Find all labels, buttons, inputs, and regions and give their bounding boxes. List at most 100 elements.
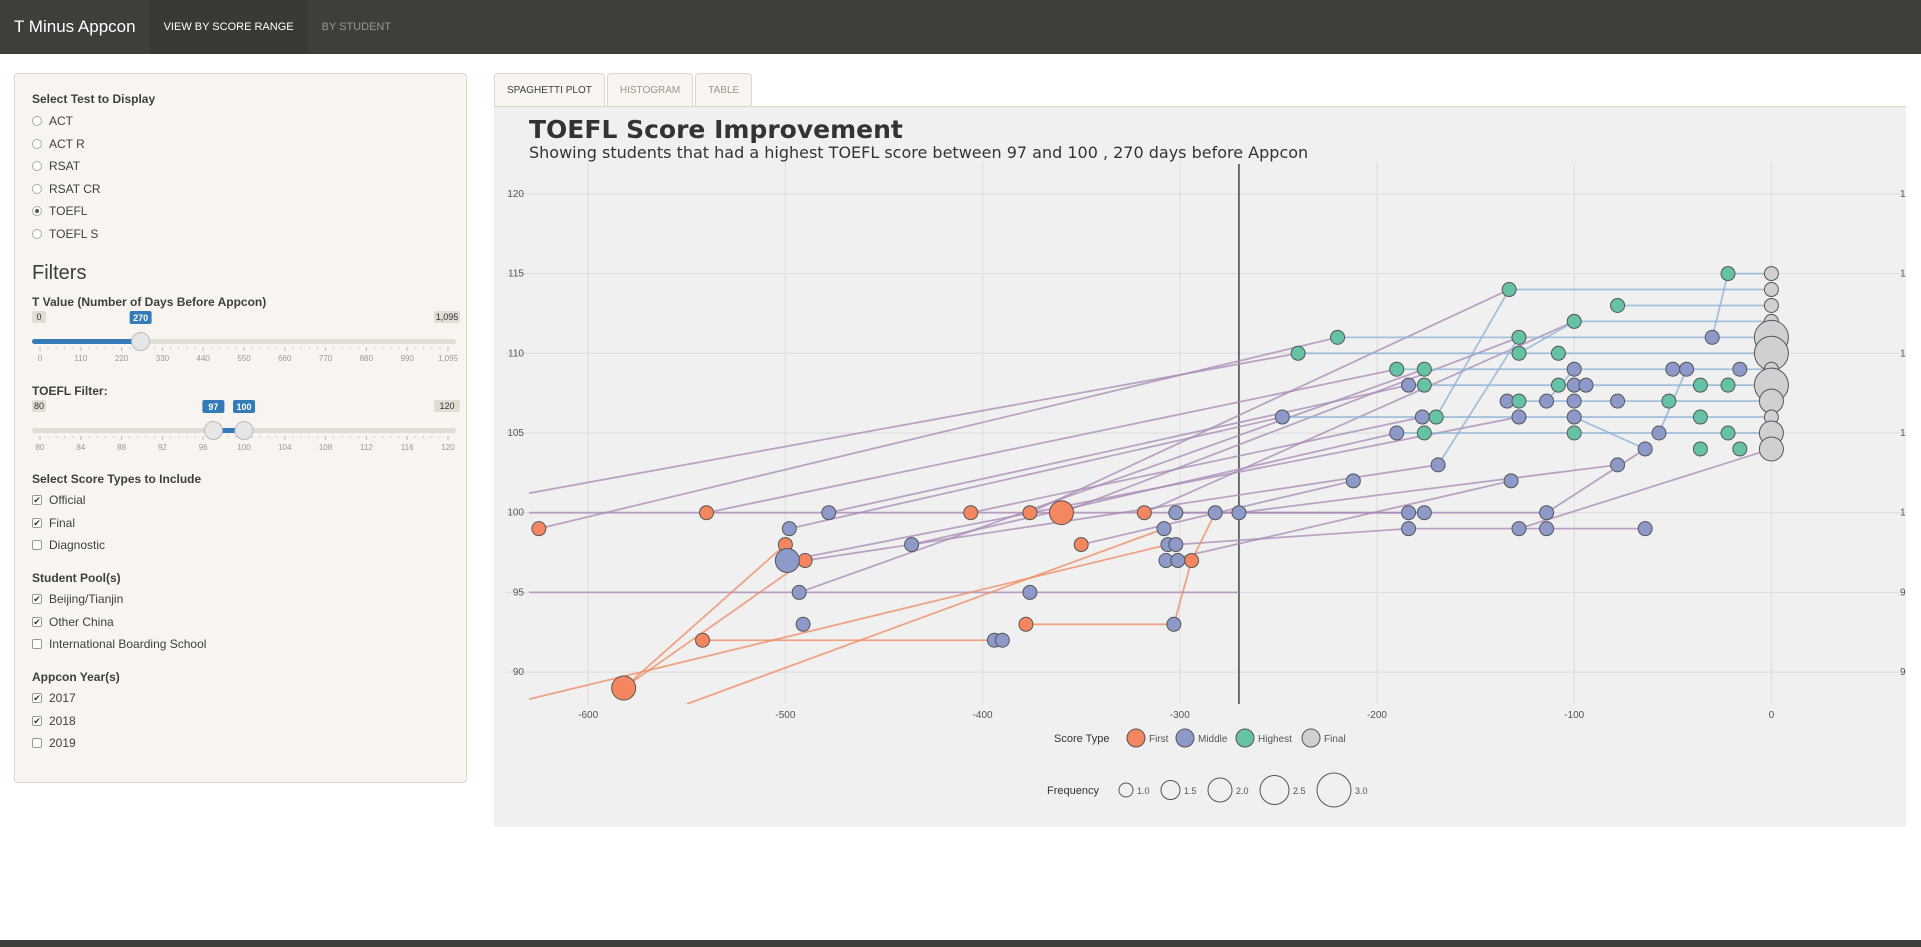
x-tick-label: -100 (1564, 710, 1584, 721)
option-label: TOEFL S (49, 226, 99, 241)
score-point (1758, 436, 1784, 462)
checkbox[interactable]: ✔ (32, 715, 42, 726)
bottom-strip (0, 940, 1921, 947)
radio-button[interactable] (32, 116, 42, 126)
test-option-toefl-s[interactable]: TOEFL S (32, 227, 98, 241)
y-tick-label-right: 110 (1900, 348, 1906, 359)
checkbox[interactable] (32, 540, 42, 550)
score-type-final[interactable]: ✔ Final (32, 516, 75, 530)
radio-button[interactable] (32, 206, 42, 216)
nav-tab-by-student[interactable]: BY STUDENT (321, 21, 392, 33)
slider-handle[interactable] (203, 421, 223, 440)
slider-handle[interactable] (131, 332, 151, 351)
pool-option-1[interactable]: ✔ Other China (32, 615, 114, 629)
score-point (1610, 297, 1626, 313)
score-point (1501, 282, 1517, 298)
score-point (1637, 521, 1653, 537)
option-label: RSAT CR (49, 181, 101, 196)
legend-first-label: First (1149, 734, 1169, 745)
legend-frequency-circle (1160, 780, 1181, 800)
checkbox[interactable] (32, 639, 42, 649)
t-value-slider[interactable]: 0 1,095 0 110 220 330 440 550 660 770 880 990 1,095 2… (15, 309, 468, 364)
radio-button[interactable] (32, 183, 42, 194)
score-point (1661, 393, 1677, 409)
score-point (1184, 553, 1200, 569)
trajectory-line (1437, 336, 1520, 466)
toefl-filter-label: TOEFL Filter: (32, 384, 108, 398)
option-label: TOEFL (49, 204, 88, 218)
score-point (1732, 361, 1748, 377)
trajectory-line (1518, 320, 1575, 355)
radio-button[interactable] (32, 138, 42, 149)
legend-final-label: Final (1324, 734, 1346, 745)
score-point (695, 632, 711, 648)
nav-tab-score-range[interactable]: VIEW BY SCORE RANGE (149, 0, 308, 54)
year-option-2018[interactable]: ✔ 2018 (32, 714, 76, 728)
pool-option-0[interactable]: ✔ Beijing/Tianjin (32, 592, 123, 606)
score-point (1414, 409, 1430, 425)
test-option-act[interactable]: ACT (32, 114, 73, 128)
score-point (1637, 441, 1653, 457)
score-point (1566, 425, 1582, 441)
year-option-2019[interactable]: 2019 (32, 736, 76, 750)
x-tick-label: -500 (775, 710, 795, 721)
score-point (791, 584, 807, 600)
chart-title: TOEFL Score Improvement (529, 115, 903, 144)
score-type-official[interactable]: ✔ Official (32, 493, 85, 507)
score-point (1274, 409, 1290, 425)
t-value-label: T Value (Number of Days Before Appcon) (32, 295, 267, 309)
score-point (1345, 473, 1361, 489)
score-point (1692, 441, 1708, 457)
test-option-toefl[interactable]: TOEFL (32, 204, 87, 218)
checkbox[interactable]: ✔ (32, 616, 42, 627)
slider-max-badge (434, 400, 460, 412)
score-point (1511, 409, 1527, 425)
app-brand[interactable]: T Minus Appcon (14, 17, 136, 36)
slider-fill (32, 339, 141, 344)
checkbox[interactable]: ✔ (32, 693, 42, 703)
trajectory-line (789, 416, 1283, 530)
trajectory-line (1435, 289, 1510, 418)
student-pools-label: Student Pool(s) (32, 571, 121, 585)
toefl-range-slider[interactable]: 80 120 80 84 88 92 96 100 104 108 112 116 120 97 100 (15, 398, 468, 453)
tab-table[interactable]: TABLE (695, 73, 753, 107)
y-tick-label-left: 115 (508, 269, 524, 280)
checkbox[interactable]: ✔ (32, 594, 42, 604)
score-point (1428, 409, 1444, 425)
trajectory-line (1546, 448, 1646, 514)
score-point (1665, 361, 1681, 377)
score-point (611, 675, 637, 701)
score-type-diagnostic[interactable]: Diagnostic (32, 538, 105, 552)
pool-option-2[interactable]: International Boarding School (32, 637, 206, 651)
year-option-2017[interactable]: ✔ 2017 (32, 691, 76, 705)
y-tick-label-left: 110 (508, 348, 524, 359)
tab-histogram[interactable]: HISTOGRAM (606, 73, 694, 107)
option-label: Final (49, 515, 76, 530)
spaghetti-plot: -600 -500 -400 -300 -200 -100 0 90 90 95 95 100 100 1… (506, 162, 1906, 808)
slider-tick-label: 104 (278, 443, 292, 452)
score-point (1166, 616, 1182, 632)
radio-button[interactable] (32, 161, 42, 171)
trajectory-line (1573, 416, 1646, 450)
checkbox[interactable]: ✔ (32, 495, 42, 505)
option-label: 2018 (49, 713, 76, 728)
navbar: T Minus Appcon VIEW BY SCORE RANGE BY ST… (0, 0, 1921, 54)
radio-button[interactable] (32, 228, 42, 239)
score-point (1018, 616, 1034, 632)
legend-frequency-circle (1316, 772, 1352, 808)
slider-handle[interactable] (234, 421, 254, 440)
score-point (1679, 361, 1695, 377)
tab-spaghetti-plot[interactable]: SPAGHETTI PLOT (494, 73, 605, 107)
checkbox[interactable]: ✔ (32, 517, 42, 528)
score-point (1416, 505, 1432, 521)
slider-tick-label: 88 (117, 443, 126, 452)
test-option-rsat[interactable]: RSAT (32, 159, 80, 173)
y-tick-label-left: 90 (513, 667, 525, 678)
legend-highest-label: Highest (1258, 734, 1292, 745)
checkbox[interactable] (32, 738, 42, 748)
test-option-rsat-cr[interactable]: RSAT CR (32, 182, 101, 196)
trajectory-line (1172, 560, 1193, 625)
slider-tick-label: 1,095 (438, 354, 459, 363)
trajectory-line (1238, 463, 1618, 514)
test-option-act-r[interactable]: ACT R (32, 137, 85, 151)
